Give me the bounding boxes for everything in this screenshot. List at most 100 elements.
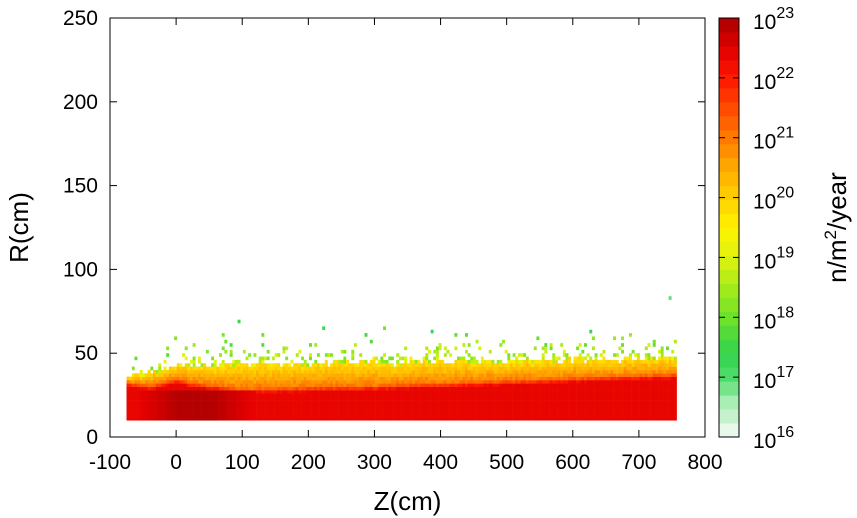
heatmap-cell [322,393,326,398]
heatmap-cell [502,373,505,377]
heatmap-cell [655,376,659,381]
heatmap-cell [644,406,648,411]
heatmap-cell [425,400,429,404]
heatmap-cell [441,373,445,377]
heatmap-cell [621,376,624,381]
heatmap-cell [261,373,265,377]
heatmap-cell [655,403,659,408]
heatmap-cell [353,403,357,408]
heatmap-cell [264,386,267,391]
heatmap-cell [147,369,151,374]
heatmap-cell [475,339,479,344]
heatmap-cell [491,416,495,421]
heatmap-cell [573,376,577,381]
heatmap-cell [427,363,431,367]
heatmap-cell [163,383,167,388]
heatmap-cell [647,366,651,371]
heatmap-cell [147,406,151,411]
heatmap-cell [301,383,304,388]
heatmap-cell [216,406,220,411]
heatmap-cell [377,400,381,404]
heatmap-cell [335,383,339,388]
heatmap-cell [457,373,461,377]
heatmap-cell [549,416,553,421]
heatmap-cell [499,393,503,398]
heatmap-cell [372,406,376,411]
heatmap-cell [221,386,225,391]
heatmap-cell [396,396,400,401]
heatmap-cell [494,396,498,401]
heatmap-cell [605,400,609,404]
heatmap-cell [557,396,561,401]
heatmap-cell [420,396,423,401]
heatmap-cell [396,390,400,394]
heatmap-cell [642,406,646,411]
heatmap-cell [219,369,223,374]
heatmap-cell [338,413,342,418]
heatmap-cell [433,416,437,421]
heatmap-cell [137,380,141,384]
heatmap-cell [232,366,236,371]
heatmap-cell [279,390,283,394]
heatmap-cell [274,400,278,404]
heatmap-cell [665,416,669,421]
heatmap-cell [570,369,574,374]
colorbar-tick-label: 1023 [753,5,794,34]
heatmap-cell [282,380,286,384]
heatmap-cell [364,400,368,404]
heatmap-cell [597,373,601,377]
heatmap-cell [539,366,542,371]
heatmap-cell [591,396,595,401]
colorbar-tick-label: 1016 [753,424,794,453]
heatmap-cell [613,376,617,381]
heatmap-cell [486,376,490,381]
heatmap-cell [546,383,550,388]
heatmap-cell [211,406,215,411]
heatmap-cell [129,396,133,401]
heatmap-cell [671,396,675,401]
heatmap-cell [562,386,566,391]
heatmap-cell [602,386,606,391]
heatmap-cell [628,366,632,371]
heatmap-cell [406,410,410,414]
heatmap-cell [631,366,635,371]
heatmap-cell [441,406,445,411]
heatmap-cell [602,390,606,394]
heatmap-cell [205,400,209,404]
heatmap-cell [673,359,677,364]
heatmap-cell [369,390,373,394]
heatmap-cell [152,406,156,411]
heatmap-cell [576,383,580,388]
heatmap-cell [520,413,524,418]
heatmap-cell [335,413,339,418]
heatmap-cell [174,413,178,418]
heatmap-cell [581,403,585,408]
heatmap-cell [377,386,381,391]
heatmap-cell [494,410,498,414]
heatmap-cell [287,410,291,414]
heatmap-cell [152,396,156,401]
heatmap-cell [353,373,357,377]
colorbar-tick-exponent: 17 [776,364,794,381]
heatmap-cell [531,393,535,398]
x-tick-label: 0 [170,451,182,474]
heatmap-cell [145,410,148,414]
heatmap-cell [211,380,215,384]
heatmap-cell [420,363,423,367]
heatmap-cell [483,366,487,371]
heatmap-cell [203,386,207,391]
heatmap-cell [647,369,651,374]
heatmap-cell [192,386,196,391]
heatmap-cell [541,413,545,418]
heatmap-cell [607,410,611,414]
heatmap-cell [628,400,632,404]
x-tick-label: 800 [687,451,722,474]
heatmap-cell [237,366,241,371]
heatmap-cell [509,369,513,374]
heatmap-cell [359,363,363,367]
heatmap-cell [467,366,471,371]
heatmap-cell [597,363,601,367]
heatmap-cell [639,386,643,391]
heatmap-cell [163,403,167,408]
heatmap-cell [613,369,617,374]
